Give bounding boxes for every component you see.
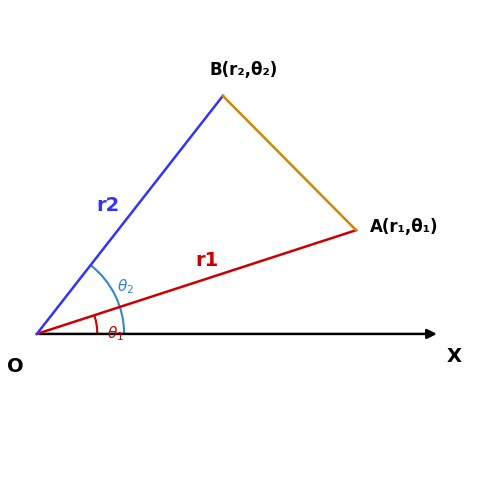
Text: $\theta_1$: $\theta_1$ bbox=[106, 324, 124, 343]
Text: B(r₂,θ₂): B(r₂,θ₂) bbox=[210, 61, 278, 79]
Text: O: O bbox=[7, 358, 24, 376]
Text: $\theta_2$: $\theta_2$ bbox=[118, 277, 134, 296]
Text: X: X bbox=[446, 348, 462, 366]
Text: r1: r1 bbox=[196, 252, 219, 270]
Text: A(r₁,θ₁): A(r₁,θ₁) bbox=[370, 218, 438, 236]
Text: r2: r2 bbox=[96, 196, 119, 214]
